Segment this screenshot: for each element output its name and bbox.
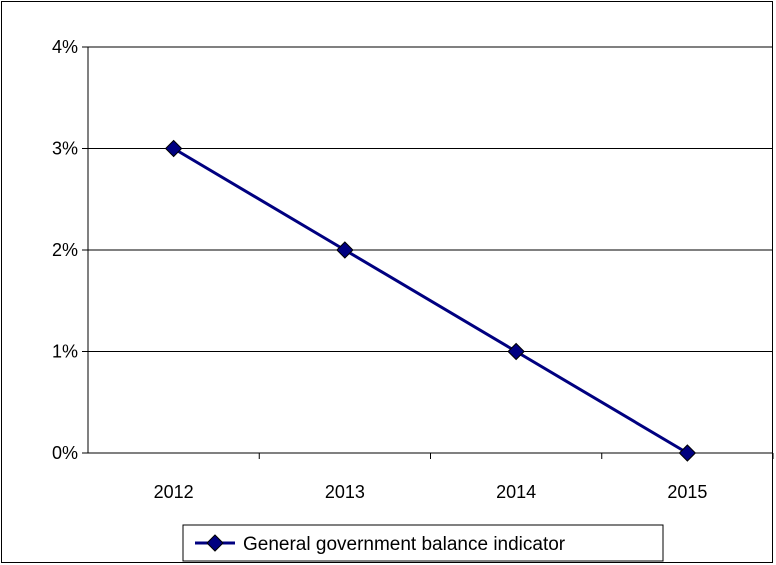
x-tick-label: 2013 <box>325 482 365 502</box>
y-tick-label: 4% <box>52 37 78 57</box>
y-tick-label: 2% <box>52 240 78 260</box>
data-point-marker <box>507 342 525 361</box>
x-tick-label: 2015 <box>667 482 707 502</box>
data-point-marker <box>678 444 697 462</box>
series-layer <box>164 139 697 462</box>
x-tick-label: 2012 <box>154 482 194 502</box>
legend-box <box>182 524 664 562</box>
y-tick-label: 3% <box>52 139 78 159</box>
data-point-marker <box>164 139 183 158</box>
legend-diamond-icon <box>206 534 224 552</box>
axes <box>82 46 774 459</box>
legend: General government balance indicator <box>182 524 664 562</box>
tick-labels: 0% 1% 2% 3% 4% 2012 2013 2014 2015 <box>52 37 707 502</box>
y-tick-label: 0% <box>52 443 78 463</box>
series-line <box>172 147 689 455</box>
x-tick-label: 2014 <box>496 482 536 502</box>
data-point-marker <box>336 241 354 259</box>
legend-label: General government balance indicator <box>243 534 566 555</box>
y-tick-label: 1% <box>52 342 78 362</box>
gridlines <box>88 46 773 352</box>
